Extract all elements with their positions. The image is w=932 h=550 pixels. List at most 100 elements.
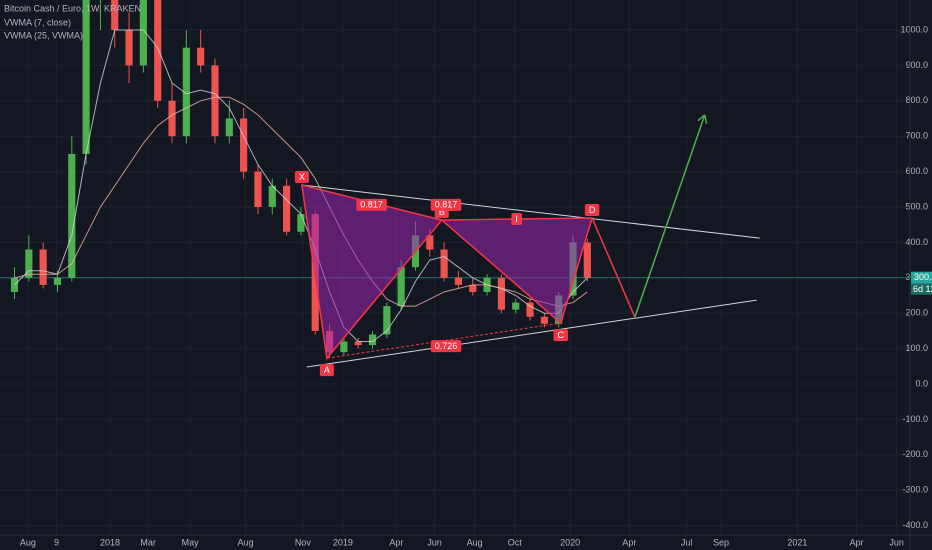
- x-tick-label: Nov: [295, 537, 312, 547]
- candle-body: [268, 185, 276, 207]
- ratio-label-text: I: [515, 214, 518, 224]
- candle-body: [297, 214, 305, 232]
- candle-body: [168, 100, 176, 137]
- candle-body: [440, 249, 448, 278]
- point-label: A: [319, 364, 334, 377]
- candle-body: [497, 277, 505, 310]
- vwma-line: [14, 96, 588, 307]
- x-tick-label: 2021: [787, 537, 807, 547]
- candle-body: [383, 306, 391, 335]
- candle-body: [340, 341, 348, 353]
- x-tick-label: 9: [54, 537, 59, 547]
- projection-down: [591, 217, 636, 318]
- candle-body: [211, 65, 219, 137]
- candle-body: [368, 334, 377, 346]
- candle-body: [240, 118, 248, 172]
- x-tick-label: Apr: [622, 537, 636, 547]
- y-tick-label: 0.0: [915, 378, 928, 388]
- point-label-box: [553, 329, 569, 342]
- candle-body: [197, 47, 205, 66]
- candle-body: [469, 284, 477, 292]
- point-label-text: C: [558, 330, 565, 340]
- ratio-label-text: 0.726: [435, 341, 458, 351]
- ratio-label: 0.817: [356, 198, 387, 211]
- x-tick-label: 2019: [333, 537, 353, 547]
- pattern-leg: [326, 322, 561, 359]
- y-tick-label: 700.0: [905, 131, 928, 141]
- y-tick-label: 900.0: [905, 60, 928, 70]
- price-badge: [911, 271, 932, 284]
- legend-entry: VWMA (25, VWMA): [4, 30, 83, 40]
- candle-body: [254, 171, 262, 207]
- candle-body: [426, 235, 434, 250]
- point-label-box: [319, 364, 334, 377]
- ratio-label-text: 0.817: [360, 200, 383, 210]
- candle-body: [39, 249, 47, 285]
- chart-title: Bitcoin Cash / Euro, 1W, KRAKEN: [4, 3, 141, 13]
- x-tick-label: 2018: [100, 537, 120, 547]
- projection-up: [634, 114, 706, 318]
- candle-body: [68, 153, 76, 278]
- ratio-label-box: [511, 213, 522, 226]
- ratio-label-box: [430, 198, 462, 211]
- arrow-head: [697, 114, 708, 124]
- point-label-text: X: [299, 172, 305, 182]
- candle-body: [25, 249, 33, 278]
- candle-body: [82, 0, 90, 154]
- point-label-box: [584, 203, 600, 216]
- candle-body: [225, 118, 233, 137]
- plot-area: X A B C D 0.817 0.817 0.726 I: [0, 0, 910, 377]
- ratio-label: 0.726: [430, 340, 462, 353]
- trendline: [306, 299, 757, 368]
- y-tick-label: -400.0: [902, 520, 928, 530]
- ratio-label-box: [430, 340, 462, 353]
- price-badge-text: 300.3: [914, 272, 932, 282]
- y-tick-label: -100.0: [902, 414, 928, 424]
- trendline: [301, 184, 760, 239]
- y-tick-label: -300.0: [902, 485, 928, 495]
- x-tick-label: Aug: [467, 537, 483, 547]
- grid: [0, 0, 910, 535]
- point-label: D: [584, 203, 600, 216]
- point-label-text: D: [589, 205, 596, 215]
- ratio-label: 0.817: [430, 198, 462, 211]
- x-tick-label: Oct: [508, 537, 523, 547]
- countdown-text: 6d 12h: [913, 284, 932, 294]
- x-tick-label: Jun: [889, 537, 904, 547]
- candle-body: [354, 341, 362, 346]
- ratio-label-box: [356, 198, 387, 211]
- x-tick-label: May: [182, 537, 200, 547]
- point-label-text: A: [324, 365, 330, 375]
- x-tick-label: Mar: [140, 537, 156, 547]
- countdown-badge: [911, 283, 932, 295]
- point-label: C: [553, 329, 569, 342]
- point-label-text: B: [439, 207, 445, 217]
- y-tick-label: 100.0: [905, 343, 928, 353]
- candle-body: [512, 302, 520, 310]
- ratio-label-text: 0.817: [435, 200, 458, 210]
- x-tick-label: Jun: [427, 537, 442, 547]
- x-tick-label: 2020: [560, 537, 580, 547]
- x-tick-label: Aug: [238, 537, 254, 547]
- y-tick-label: 500.0: [905, 201, 928, 211]
- y-tick-label: 800.0: [905, 95, 928, 105]
- x-tick-label: Apr: [850, 537, 864, 547]
- x-tick-label: Jul: [681, 537, 693, 547]
- candle-body: [182, 47, 190, 137]
- candle-body: [111, 0, 119, 30]
- y-tick-label: 200.0: [905, 308, 928, 318]
- candle-body: [125, 29, 133, 66]
- legend-entry: VWMA (7, close): [4, 17, 71, 27]
- candle-body: [283, 185, 291, 232]
- y-tick-label: 1000.0: [900, 24, 928, 34]
- candle-body: [454, 277, 463, 285]
- candle-body: [397, 267, 405, 307]
- candle-body: [583, 242, 591, 278]
- y-tick-label: 600.0: [905, 166, 928, 176]
- x-tick-label: Sep: [713, 537, 729, 547]
- candle-body: [139, 0, 147, 66]
- axes: 1000.0 900.0 800.0 700.0 600.0 500.0 400.0 300.…: [20, 24, 932, 547]
- candle-body: [526, 302, 534, 317]
